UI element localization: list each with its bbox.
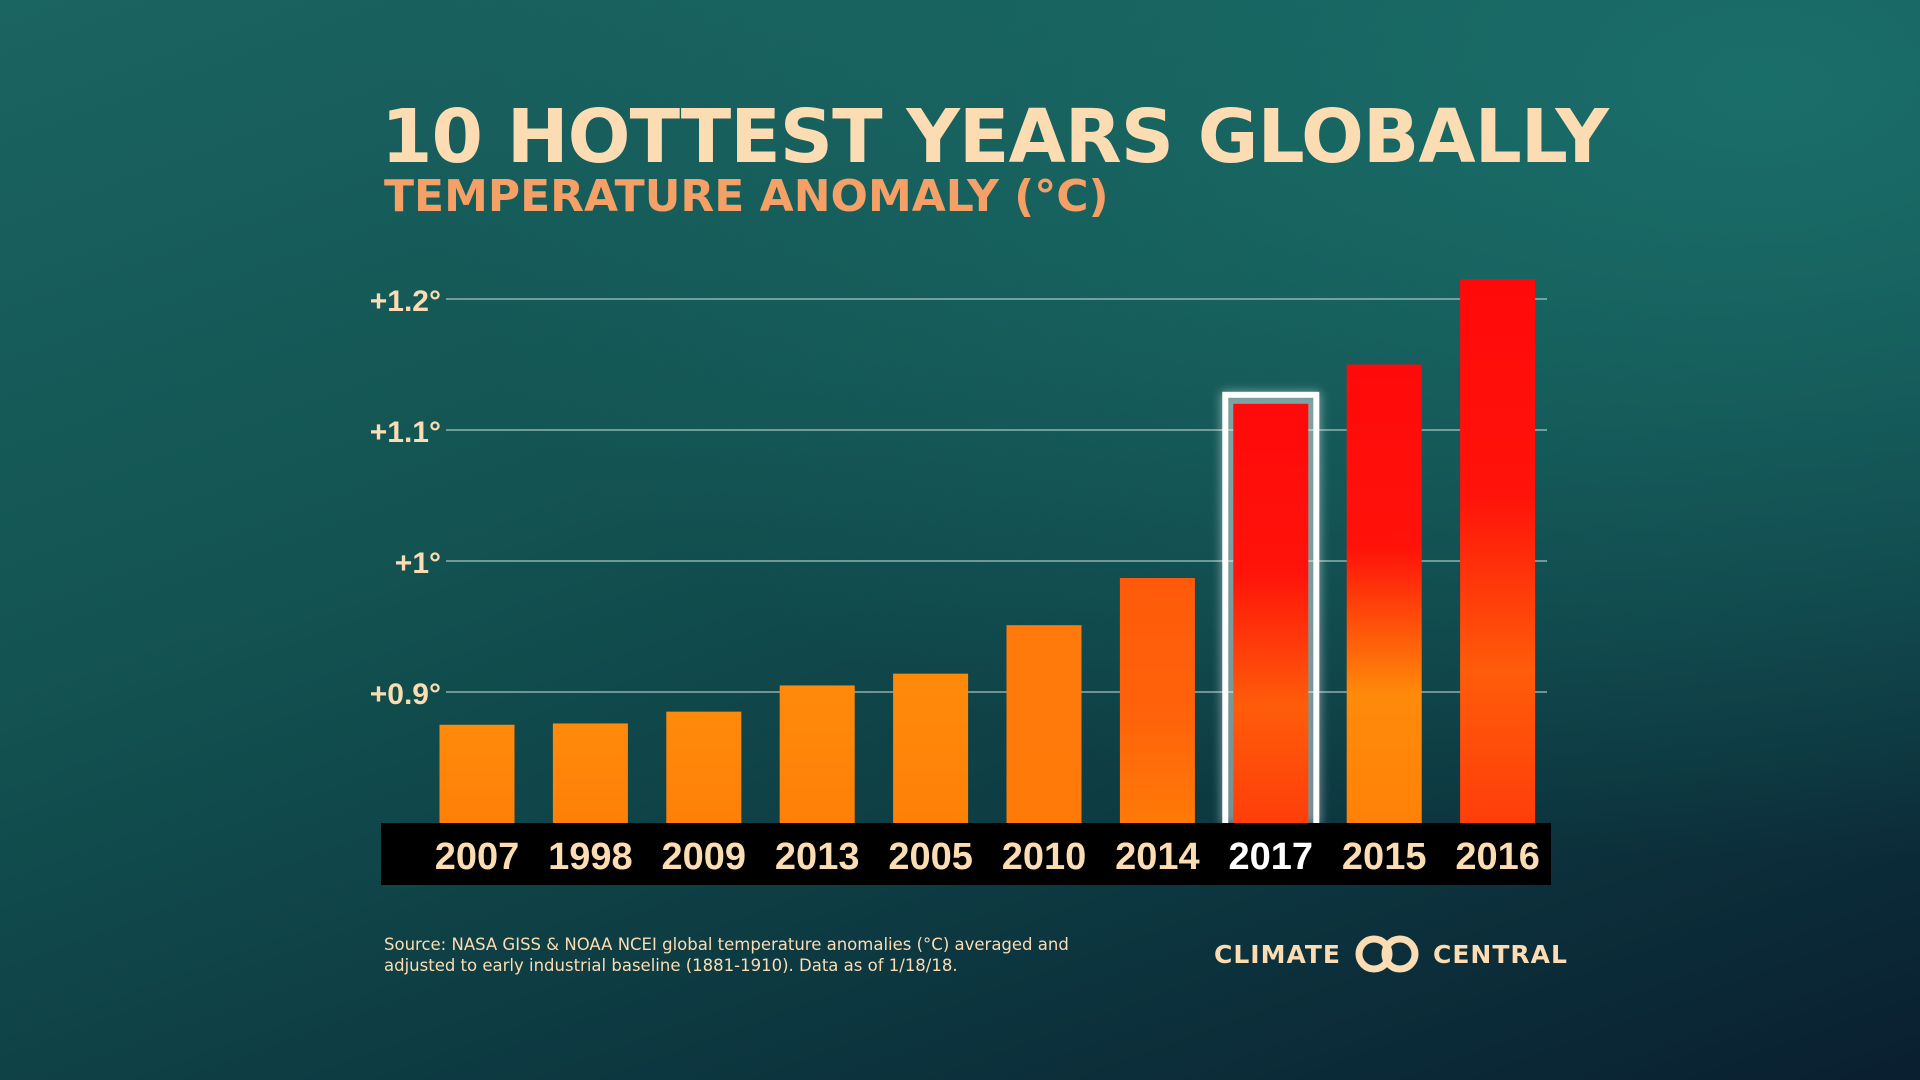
bar-2015 — [1346, 364, 1422, 823]
x-tick-label-2014: 2014 — [1115, 836, 1200, 878]
bar-2005 — [893, 673, 969, 823]
bar-1998 — [552, 723, 628, 823]
y-tick-label: +1.2° — [370, 285, 441, 318]
interlocking-rings-icon — [1355, 935, 1419, 973]
y-tick-label: +0.9° — [370, 678, 441, 711]
climate-central-logo: CLIMATE CENTRAL — [1214, 931, 1568, 977]
bar-2014 — [1119, 578, 1195, 823]
y-tick-label: +1° — [395, 547, 441, 580]
x-tick-label-2007: 2007 — [435, 836, 520, 878]
x-tick-label-2016: 2016 — [1455, 836, 1540, 878]
x-tick-label-2015: 2015 — [1342, 836, 1427, 878]
x-tick-label-2013: 2013 — [775, 836, 860, 878]
bar-2013 — [779, 685, 855, 823]
logo-text-climate: CLIMATE — [1214, 939, 1341, 969]
chart-title: 10 HOTTEST YEARS GLOBALLY — [381, 94, 1609, 180]
x-tick-label-1998: 1998 — [548, 836, 633, 878]
bar-2016 — [1460, 279, 1536, 824]
x-tick-label-2005: 2005 — [888, 836, 973, 878]
bar-2009 — [666, 711, 742, 823]
bar-2017 — [1233, 403, 1309, 823]
logo-text-central: CENTRAL — [1433, 939, 1568, 969]
x-axis-label-band — [381, 823, 1551, 885]
x-tick-label-2009: 2009 — [662, 836, 747, 878]
x-tick-label-2010: 2010 — [1002, 836, 1087, 878]
source-note: Source: NASA GISS & NOAA NCEI global tem… — [384, 935, 1069, 975]
bar-2010 — [1006, 625, 1082, 823]
y-tick-label: +1.1° — [370, 416, 441, 449]
x-tick-label-2017: 2017 — [1229, 836, 1314, 878]
bar-2007 — [439, 724, 515, 823]
chart-subtitle: TEMPERATURE ANOMALY (°C) — [384, 171, 1109, 222]
